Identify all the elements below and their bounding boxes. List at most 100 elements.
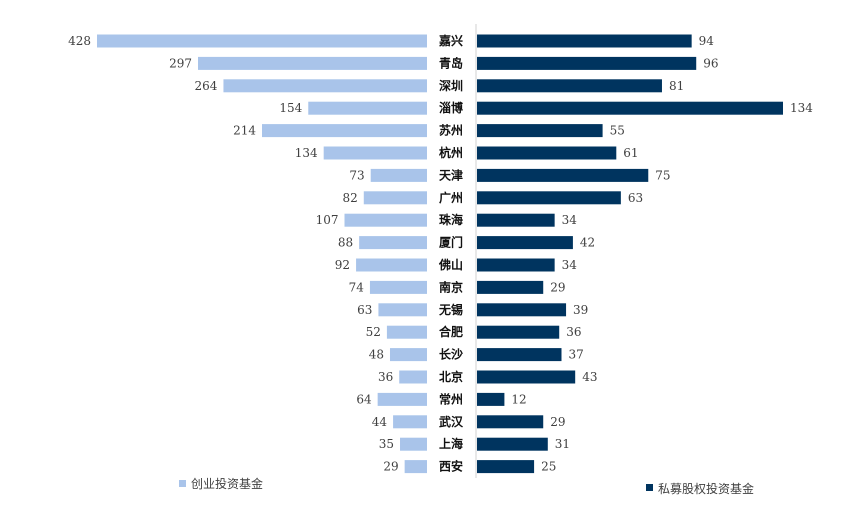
left-value-label: 36 <box>378 370 393 384</box>
right-bar <box>477 303 567 317</box>
category-label: 杭州 <box>439 145 463 160</box>
left-value-label: 73 <box>349 168 364 182</box>
right-bar <box>477 325 560 339</box>
right-bar <box>477 348 562 362</box>
right-bar <box>477 101 783 115</box>
right-bar <box>477 370 576 384</box>
right-bar <box>477 392 505 406</box>
category-label: 南京 <box>439 279 463 294</box>
left-bar <box>223 79 427 93</box>
right-bar <box>477 213 555 227</box>
left-value-label: 44 <box>372 415 388 429</box>
legend-left: 创业投资基金 <box>179 476 263 491</box>
left-value-label: 297 <box>169 56 192 70</box>
left-value-label: 48 <box>369 348 384 362</box>
category-label: 淄博 <box>439 100 463 115</box>
left-bar <box>344 213 427 227</box>
left-value-label: 63 <box>357 303 372 317</box>
right-value-label: 42 <box>580 236 595 250</box>
left-bar <box>399 370 427 384</box>
left-bar <box>97 34 427 48</box>
category-label: 青岛 <box>439 55 463 70</box>
left-value-label: 35 <box>379 437 394 451</box>
right-value-label: 31 <box>555 437 570 451</box>
right-bar <box>477 124 603 138</box>
left-bar <box>363 191 427 205</box>
right-value-label: 12 <box>511 392 526 406</box>
category-label: 珠海 <box>439 212 463 227</box>
category-label: 上海 <box>439 436 463 451</box>
category-label: 常州 <box>439 391 463 406</box>
right-bar <box>477 437 548 451</box>
right-bar <box>477 236 573 250</box>
left-value-label: 52 <box>366 325 381 339</box>
left-bar <box>262 124 427 138</box>
right-value-label: 37 <box>568 348 583 362</box>
left-value-label: 134 <box>295 146 318 160</box>
left-bar <box>308 101 427 115</box>
right-bar <box>477 280 544 294</box>
right-value-label: 134 <box>790 101 813 115</box>
left-value-label: 64 <box>356 392 372 406</box>
left-bar <box>323 146 427 160</box>
category-label: 苏州 <box>439 123 463 138</box>
right-value-label: 25 <box>541 460 556 474</box>
left-bar <box>198 56 427 70</box>
category-label: 西安 <box>439 459 463 474</box>
right-value-label: 39 <box>573 303 588 317</box>
right-bar <box>477 258 555 272</box>
right-series-bars <box>477 34 783 474</box>
category-label: 厦门 <box>439 235 463 250</box>
right-bar <box>477 34 692 48</box>
right-bar <box>477 146 617 160</box>
category-label: 广州 <box>439 190 463 205</box>
left-bar <box>356 258 427 272</box>
legend-right: 私募股权投资基金 <box>646 481 754 496</box>
right-value-label: 63 <box>628 191 643 205</box>
right-value-label: 61 <box>623 146 638 160</box>
legend-left-swatch <box>179 480 186 487</box>
right-bar <box>477 191 621 205</box>
category-label: 合肥 <box>439 324 463 339</box>
left-bar <box>386 325 427 339</box>
right-value-label: 55 <box>610 124 625 138</box>
left-value-label: 92 <box>335 258 350 272</box>
right-bar <box>477 168 649 182</box>
category-label: 武汉 <box>439 414 464 429</box>
right-bar <box>477 460 535 474</box>
left-bar <box>369 280 427 294</box>
left-bar <box>389 348 427 362</box>
left-bar <box>377 392 427 406</box>
left-bar <box>404 460 427 474</box>
left-series-bars <box>97 34 427 474</box>
category-label: 长沙 <box>439 347 463 362</box>
left-value-label: 29 <box>383 460 398 474</box>
right-value-label: 29 <box>550 415 565 429</box>
left-value-label: 88 <box>338 236 353 250</box>
left-bar <box>393 415 427 429</box>
left-value-label: 74 <box>349 280 365 294</box>
left-value-label: 214 <box>233 124 256 138</box>
legend-right-swatch <box>646 484 653 491</box>
legend-left-label: 创业投资基金 <box>191 476 263 491</box>
left-bar <box>370 168 427 182</box>
right-value-label: 81 <box>669 79 684 93</box>
left-value-label: 428 <box>68 34 91 48</box>
legend-right-label: 私募股权投资基金 <box>658 481 754 496</box>
right-value-label: 94 <box>699 34 715 48</box>
left-value-label: 264 <box>195 79 218 93</box>
category-label: 北京 <box>439 369 463 384</box>
right-value-label: 34 <box>562 213 578 227</box>
left-bar <box>359 236 427 250</box>
right-value-label: 29 <box>550 280 565 294</box>
category-label: 嘉兴 <box>438 33 463 48</box>
right-bar <box>477 79 662 93</box>
left-bar <box>378 303 427 317</box>
right-value-label: 96 <box>703 56 718 70</box>
right-bar <box>477 56 697 70</box>
category-label: 无锡 <box>438 302 463 317</box>
